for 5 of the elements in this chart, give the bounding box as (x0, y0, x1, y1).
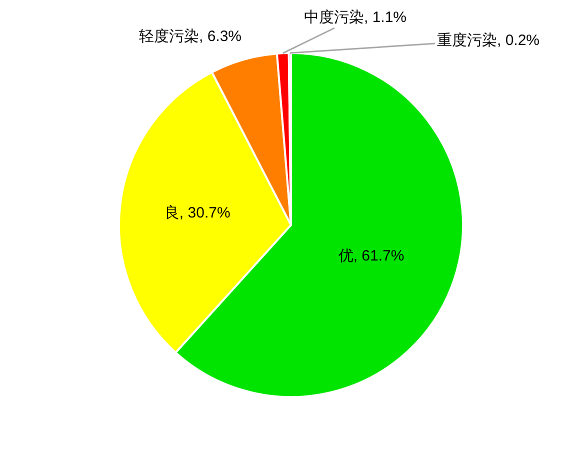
slice-label: 轻度污染, 6.3% (139, 28, 242, 45)
slice-label: 良, 30.7% (164, 204, 230, 222)
slice-label: 中度污染, 1.1% (304, 9, 407, 26)
slice-label: 优, 61.7% (338, 247, 404, 264)
slice-label: 重度污染, 0.2% (437, 32, 540, 49)
